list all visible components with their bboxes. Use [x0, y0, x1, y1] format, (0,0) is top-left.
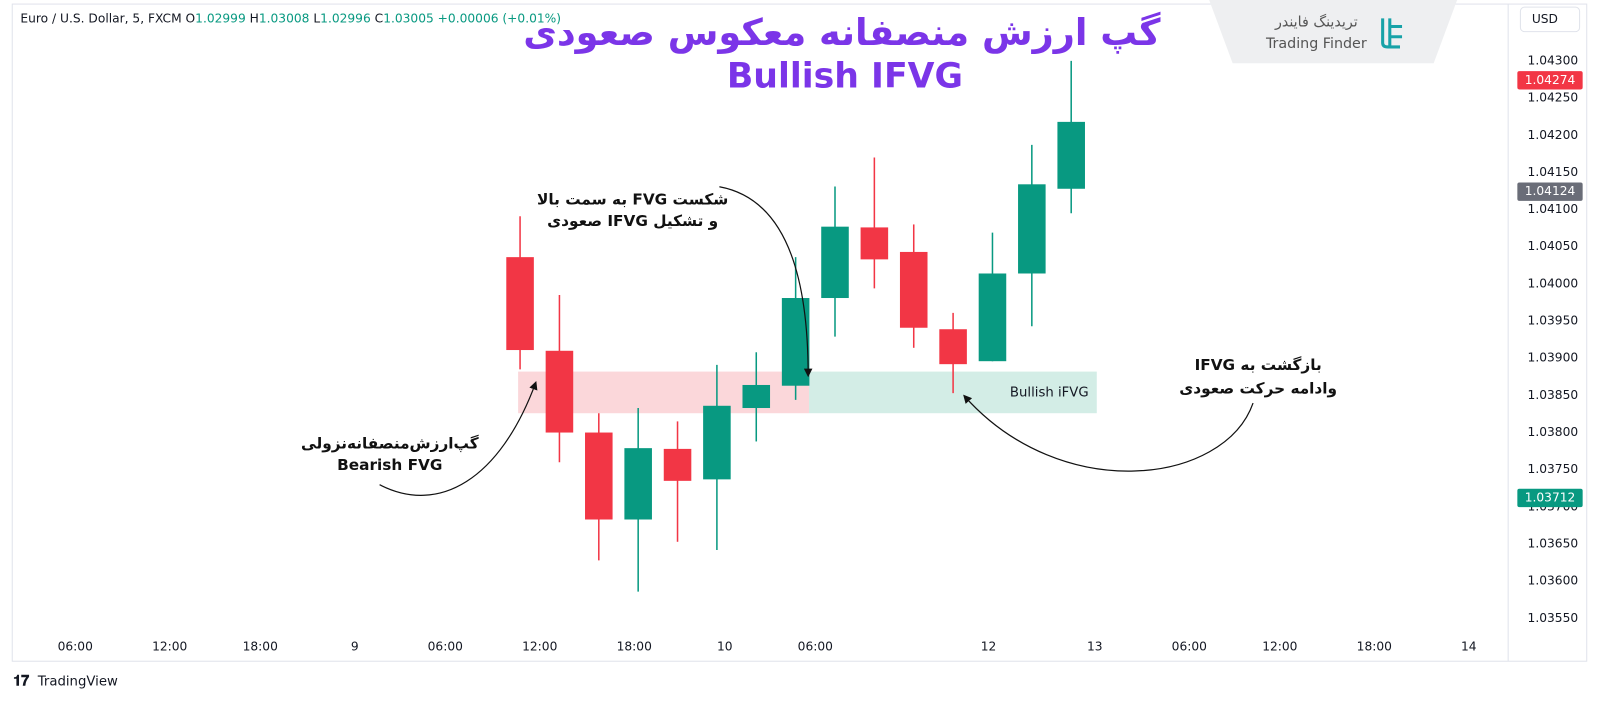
- zone-label: Bullish iFVG: [1010, 385, 1089, 400]
- y-tick-label: 1.04250: [1528, 91, 1579, 105]
- candle-body: [1018, 184, 1046, 274]
- y-tick-label: 1.03600: [1528, 574, 1579, 588]
- logo-en: Trading Finder: [1265, 36, 1367, 52]
- annotation-line: و تشکیل IFVG صعودی: [547, 212, 718, 230]
- x-tick-label: 12:00: [152, 639, 187, 653]
- annotation-arrow: [963, 394, 1254, 472]
- price-label-box: [1517, 71, 1583, 90]
- price-label: 1.04274: [1525, 73, 1576, 87]
- annotation-line: شکست FVG به سمت بالا: [537, 191, 728, 209]
- logo-fa: تریدینگ فایندر: [1274, 13, 1358, 30]
- candle-body: [860, 227, 889, 260]
- x-tick-label: 06:00: [428, 639, 463, 653]
- ohlc-value: 1.02999: [195, 11, 246, 25]
- ohlc-key: L: [313, 11, 320, 25]
- candle-body: [545, 350, 574, 433]
- annotation-arrow: [379, 381, 538, 496]
- y-tick-label: 1.04050: [1528, 239, 1579, 253]
- plot: [506, 60, 1085, 592]
- candle-body: [624, 448, 652, 520]
- y-tick-label: 1.04200: [1528, 128, 1579, 142]
- frame: [11, 3, 1588, 662]
- y-tick-label: 1.03750: [1528, 462, 1579, 476]
- tv-icon: 𝟏𝟕: [13, 674, 29, 690]
- annotation-line: بازگشت به IFVG: [1195, 356, 1322, 374]
- y-tick-label: 1.03550: [1528, 611, 1579, 625]
- x-tick-label: 18:00: [1357, 639, 1392, 653]
- candle-body: [978, 273, 1007, 362]
- price-label-box: [1517, 182, 1583, 201]
- price-label: 1.04124: [1525, 184, 1576, 198]
- x-tick-label: 12: [981, 639, 997, 653]
- x-tick-label: 18:00: [243, 639, 278, 653]
- logo-box: [1209, 0, 1458, 64]
- x-tick-label: 13: [1087, 639, 1103, 653]
- candle-body: [781, 298, 810, 386]
- ohlc-value: 1.03005: [383, 11, 434, 25]
- y-tick-label: 1.03650: [1528, 537, 1579, 551]
- x-tick-label: 06:00: [798, 639, 833, 653]
- y-tick-label: 1.04000: [1528, 276, 1579, 290]
- y-tick-label: 1.04150: [1528, 165, 1579, 179]
- y-tick-label: 1.03900: [1528, 351, 1579, 365]
- x-tick-label: 06:00: [58, 639, 93, 653]
- x-tick-label: 10: [717, 639, 733, 653]
- y-tick-label: 1.03850: [1528, 388, 1579, 402]
- x-tick-label: 12:00: [522, 639, 557, 653]
- price-label: 1.03712: [1525, 490, 1576, 504]
- x-tick-label: 18:00: [617, 639, 652, 653]
- legend-header: Euro / U.S. Dollar, 5, FXCM O1.02999 H1.…: [20, 11, 561, 25]
- candle-body: [663, 448, 692, 481]
- footer: TradingView: [37, 675, 118, 690]
- candle-body: [506, 257, 534, 351]
- ohlc-key: C: [375, 11, 384, 25]
- ohlc-value: 1.02996: [320, 11, 371, 25]
- x-tick-label: 14: [1461, 639, 1477, 653]
- ohlc-key: O: [186, 11, 196, 25]
- chart-subtitle: Bullish IFVG: [727, 57, 963, 97]
- candle-body: [821, 226, 849, 299]
- x-tick-label: 06:00: [1172, 639, 1207, 653]
- annotation-line: گپ‌ارزش‌منصفانه‌نزولی: [301, 434, 479, 452]
- ohlc-value: 1.03008: [259, 11, 310, 25]
- candle-body: [939, 329, 967, 365]
- candle-body: [585, 432, 613, 520]
- candle-body: [899, 251, 928, 328]
- logo-icon: [1381, 18, 1403, 49]
- y-tick-label: 1.03950: [1528, 314, 1579, 328]
- x-tick-label: 9: [351, 639, 359, 653]
- x-tick-label: 12:00: [1262, 639, 1297, 653]
- candle-body: [703, 405, 731, 480]
- symbol: Euro / U.S. Dollar, 5, FXCM: [20, 11, 181, 25]
- y-tick-label: 1.03800: [1528, 425, 1579, 439]
- currency[interactable]: USD: [1532, 12, 1558, 26]
- currency-box[interactable]: [1519, 6, 1581, 33]
- chart-title: گپ ارزش منصفانه معکوس صعودی: [523, 11, 1161, 54]
- price-label-box: [1517, 488, 1583, 508]
- candle-body: [742, 384, 771, 409]
- y-tick-label: 1.04300: [1528, 53, 1579, 67]
- annotation-arrow: [719, 186, 813, 378]
- change: +0.00006 (+0.01%): [438, 11, 561, 25]
- y-tick-label: 1.04100: [1528, 202, 1579, 216]
- candle-body: [1057, 121, 1085, 189]
- annotation-line: وادامه حرکت صعودی: [1179, 379, 1337, 397]
- annotation-line: Bearish FVG: [337, 456, 442, 474]
- ohlc-key: H: [250, 11, 259, 25]
